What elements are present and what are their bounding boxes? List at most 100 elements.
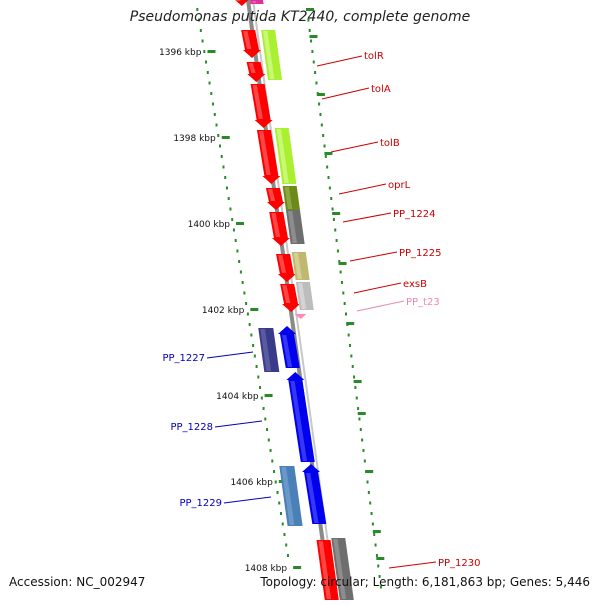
tick-dot (320, 123, 323, 127)
tick-dot (274, 480, 277, 484)
tick-dot (278, 501, 281, 505)
label-leader (338, 183, 387, 195)
tick-dot (323, 144, 326, 148)
tick-dash (338, 262, 347, 265)
tick-dot (259, 386, 262, 389)
tick-dot (238, 260, 241, 263)
gene-label-tolA: tolA (371, 84, 391, 95)
label-leader (214, 420, 263, 428)
tick-dot (355, 396, 358, 400)
tick-dot (374, 543, 377, 547)
tick-dot (335, 239, 338, 242)
tick-dot (206, 71, 209, 74)
tick-dot (377, 564, 380, 568)
gene-labels: tolR tolA tolB oprL PP_1224 PP_1225 exsB PP_t23… (162, 51, 480, 569)
tick-dash (357, 412, 366, 415)
tick-dot (205, 60, 208, 64)
tick-dot (342, 291, 345, 295)
label-leader (388, 561, 437, 569)
tick-label: 1402 kbp (202, 306, 245, 316)
tick-label: 1406 kbp (230, 478, 273, 488)
gene-feature (286, 372, 315, 462)
tick-dot (212, 102, 215, 106)
gene-feature-exsB (295, 282, 314, 310)
label-leader (349, 251, 398, 262)
tick-dot (243, 291, 246, 295)
tick-dash (324, 152, 333, 155)
label-leader (316, 55, 363, 67)
tick-dot (361, 438, 364, 442)
tick-dot (273, 470, 276, 473)
tick-mark (293, 566, 302, 569)
tick-dot (210, 92, 213, 95)
tick-dot (208, 81, 211, 85)
gene-feature (277, 326, 300, 368)
tick-mark (264, 394, 273, 397)
genome-summary-text: Topology: circular; Length: 6,181,863 bp… (260, 575, 590, 589)
tick-mark (236, 222, 245, 225)
tick-dot (264, 417, 267, 421)
tick-dot (349, 344, 352, 347)
tick-dot (359, 428, 362, 431)
tick-dots-left (196, 8, 289, 557)
gene-label-tolB: tolB (380, 138, 400, 149)
tick-dot (319, 113, 322, 116)
tick-dot (363, 459, 366, 463)
gene-feature-oprL (282, 186, 300, 210)
gene-feature (246, 62, 266, 82)
tick-dot (345, 312, 347, 316)
tick-dots-right (306, 8, 385, 589)
tick-dot (357, 407, 360, 410)
tick-dash (346, 322, 355, 325)
map-title: Pseudomonas putida KT2440, complete geno… (129, 9, 471, 25)
gene-feature (256, 130, 281, 184)
kbp-ticks: 1396 kbp 1398 kbp 1400 kbp 1402 kbp 1404 kbp… (159, 48, 302, 574)
tick-label: 1398 kbp (173, 134, 216, 144)
gene-feature (269, 212, 290, 246)
tick-dot (267, 438, 270, 442)
tick-dot (326, 165, 329, 169)
tick-dot (351, 365, 354, 368)
tick-dot (227, 197, 230, 200)
tick-dot (353, 375, 356, 379)
tick-dot (224, 176, 227, 179)
tick-dot (369, 501, 372, 505)
tick-dot (198, 18, 201, 22)
tick-dot (318, 102, 321, 106)
tick-dot (339, 270, 342, 274)
tick-dot (262, 407, 265, 410)
tick-dot (310, 39, 313, 43)
gene-label-PP_1230: PP_1230 (438, 558, 481, 569)
tick-dot (279, 512, 282, 515)
tick-dot (201, 39, 204, 43)
tick-dot (308, 29, 311, 32)
tick-dot (231, 218, 234, 221)
tick-dot (379, 585, 382, 589)
tick-dot (312, 60, 315, 64)
gene-feature-PP_1229 (279, 466, 303, 526)
tick-dot (358, 417, 361, 421)
tick-dot (196, 8, 199, 11)
tick-dot (250, 333, 253, 337)
gene-feature (250, 0, 264, 4)
tick-dot (276, 491, 279, 494)
tick-dot (311, 50, 314, 53)
gene-feature (265, 188, 285, 210)
tick-dot (213, 113, 216, 116)
tick-dot (245, 302, 248, 305)
tick-mark (250, 308, 259, 311)
tick-label: 1408 kbp (245, 564, 288, 574)
gene-label-PP_1229: PP_1229 (179, 498, 222, 509)
gene-feature-tolR (261, 30, 283, 80)
tick-label: 1400 kbp (188, 220, 231, 230)
tick-dot (234, 239, 237, 242)
gene-label-PP_1225: PP_1225 (399, 248, 442, 259)
tick-dash (332, 212, 341, 215)
gene-feature (234, 0, 249, 6)
tick-dot (241, 281, 244, 284)
tick-dot (269, 449, 272, 452)
gene-features (234, 0, 354, 600)
label-leader (353, 282, 402, 294)
tick-dot (366, 480, 369, 484)
